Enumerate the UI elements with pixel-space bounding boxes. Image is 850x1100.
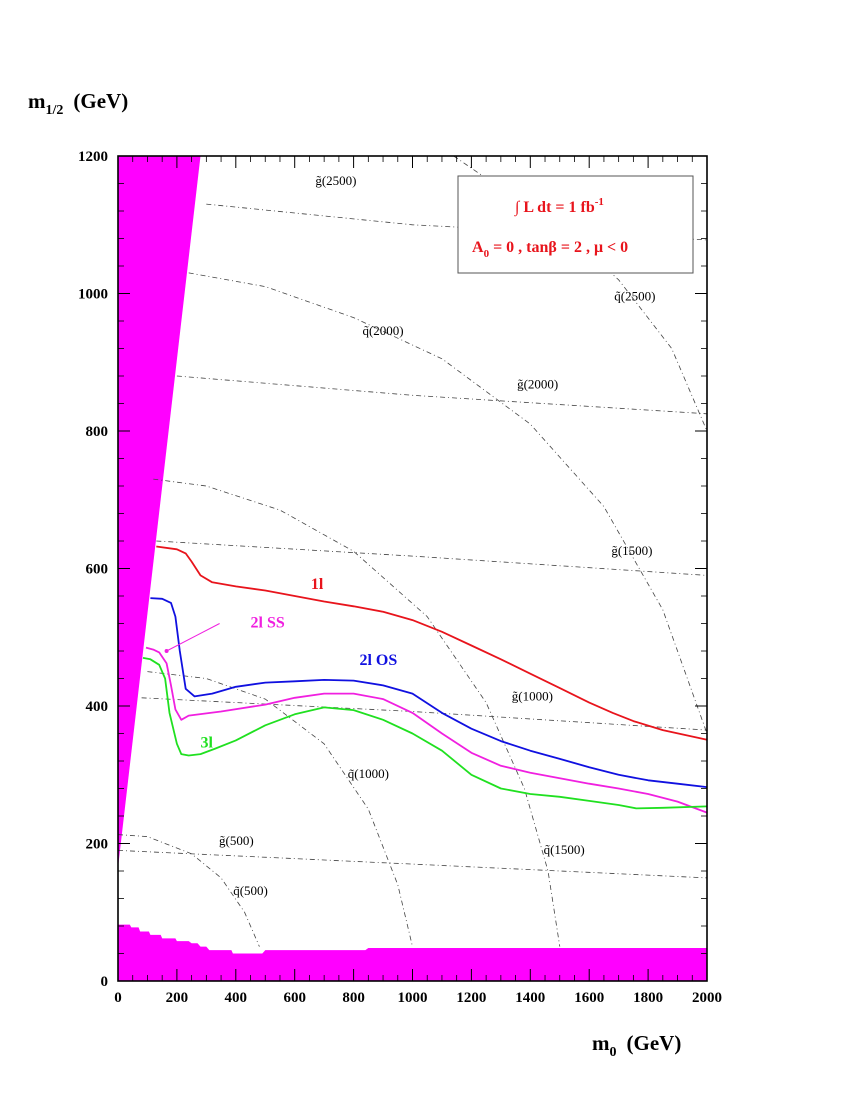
legend-luminosity: ∫ L dt = 1 fb-1 (514, 196, 604, 217)
axis-ticks: 0 200 400 600 800 1000 1200 1400 1600 1800 2000 0 20… (78, 149, 722, 1006)
iso-label-q-1000: q̃(1000) (348, 766, 389, 781)
series-3l-line (142, 657, 708, 810)
gluino-g-2500-contour (206, 203, 708, 241)
series-label-2l-os: 2l OS (359, 652, 397, 669)
gluino-g-500-contour (117, 850, 708, 879)
x-tick-label: 1400 (515, 990, 545, 1006)
x-tick-label: 600 (283, 990, 306, 1006)
pointer-2l-ss-head (164, 649, 169, 653)
x-tick-label: 0 (114, 990, 122, 1006)
reach-curves (142, 545, 708, 814)
iso-label-q-2000: q̃(2000) (362, 323, 403, 338)
x-tick-label: 1600 (574, 990, 604, 1006)
iso-label-g-2000: g̃(2000) (517, 376, 558, 391)
x-tick-label: 800 (342, 990, 365, 1006)
squark-q-1500-contour (153, 478, 561, 947)
annotations: g̃(2500) g̃(2000) g̃(1500) g̃(1000) g̃(500) q… (164, 173, 655, 898)
x-tick-label: 400 (225, 990, 248, 1006)
squark-q-2000-contour (188, 272, 708, 734)
gluino-g-2000-contour (176, 375, 708, 415)
series-label-3l: 3l (200, 734, 213, 751)
squark-q-1000-contour (147, 671, 413, 947)
y-tick-label: 0 (101, 974, 109, 990)
legend-parameters: A0 = 0 , tanβ = 2 , μ < 0 (472, 239, 628, 260)
x-tick-label: 1200 (456, 990, 486, 1006)
y-tick-label: 800 (86, 424, 109, 440)
y-tick-label: 400 (86, 699, 109, 715)
legend-frame (457, 175, 694, 274)
pointer-2l-ss (166, 623, 220, 652)
series-2l-ss-line (145, 646, 708, 814)
y-axis-title: m1/2 (GeV) (28, 89, 128, 118)
gluino-g-1000-contour (141, 697, 708, 731)
legend-box: ∫ L dt = 1 fb-1 A0 = 0 , tanβ = 2 , μ < … (457, 175, 694, 274)
series-2l-os-line (150, 597, 708, 788)
y-tick-label: 1200 (78, 149, 108, 165)
excluded-regions (118, 156, 707, 981)
theory-excluded-wedge (118, 156, 201, 868)
series-label-2l-ss: 2l SS (251, 615, 285, 632)
y-tick-label: 200 (86, 837, 109, 853)
iso-label-q-1500: q̃(1500) (544, 842, 585, 857)
x-axis-title: m0 (GeV) (592, 1031, 681, 1060)
x-tick-label: 2000 (692, 990, 722, 1006)
iso-label-g-1500: g̃(1500) (611, 543, 652, 558)
y-tick-label: 600 (86, 562, 109, 578)
gluino-g-1500-contour (156, 540, 708, 576)
series-label-1l: 1l (311, 576, 324, 593)
iso-label-g-500: g̃(500) (219, 833, 254, 848)
x-tick-label: 200 (166, 990, 189, 1006)
y-tick-label: 1000 (78, 287, 108, 303)
series-1l-line (156, 545, 708, 741)
iso-label-q-2500: q̃(2500) (614, 288, 655, 303)
x-tick-label: 1000 (398, 990, 428, 1006)
squark-q-500-contour (117, 834, 260, 947)
x-tick-label: 1800 (633, 990, 663, 1006)
iso-label-g-1000: g̃(1000) (512, 689, 553, 704)
lep-excluded-band (118, 924, 707, 981)
iso-label-g-2500: g̃(2500) (315, 173, 356, 188)
iso-label-q-500: q̃(500) (233, 883, 268, 898)
